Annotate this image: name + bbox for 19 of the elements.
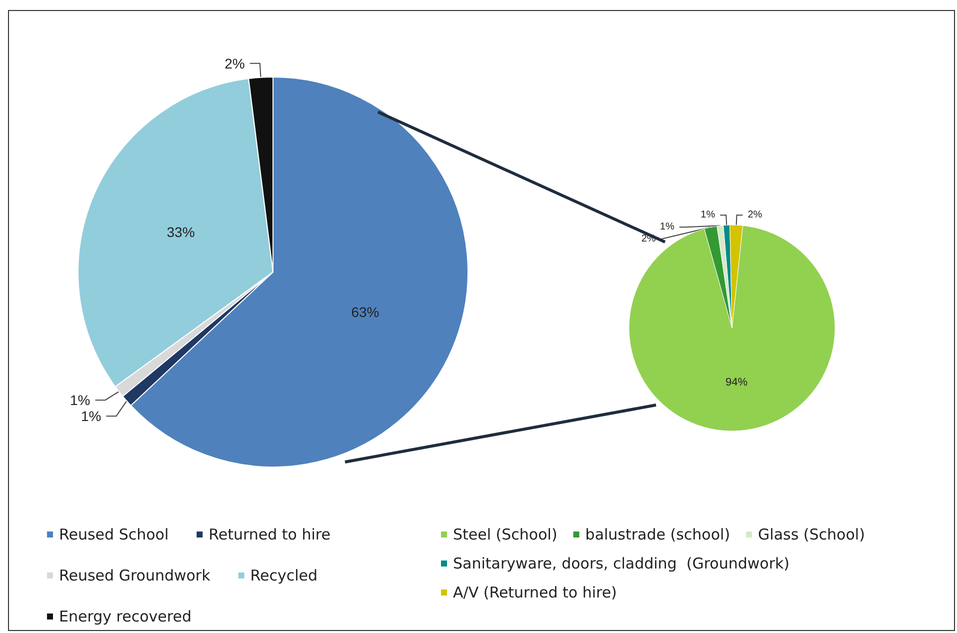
data-label: 1% <box>700 210 716 221</box>
data-label: 2% <box>748 210 762 221</box>
legend-label: Returned to hire <box>208 526 330 544</box>
legend-label: Reused Groundwork <box>59 566 211 584</box>
data-label: 63% <box>351 304 380 320</box>
legend-label: A/V (Returned to hire) <box>453 584 617 602</box>
data-label: 1% <box>70 392 90 408</box>
legend-label: Recycled <box>250 566 318 584</box>
data-label: 94% <box>726 376 748 388</box>
data-label: 2% <box>224 55 245 72</box>
data-label: 1% <box>660 222 674 233</box>
data-label: 33% <box>166 224 195 240</box>
data-label: 1% <box>80 408 102 424</box>
legend-label: Steel (School) <box>453 526 558 544</box>
legend-label: balustrade (school) <box>585 526 730 544</box>
legend-label: Energy recovered <box>59 608 192 626</box>
legend-label: Reused School <box>59 526 169 544</box>
legend-label: Glass (School) <box>758 526 865 544</box>
legend-label: Sanitaryware, doors, cladding (Groundwork) <box>453 554 790 572</box>
